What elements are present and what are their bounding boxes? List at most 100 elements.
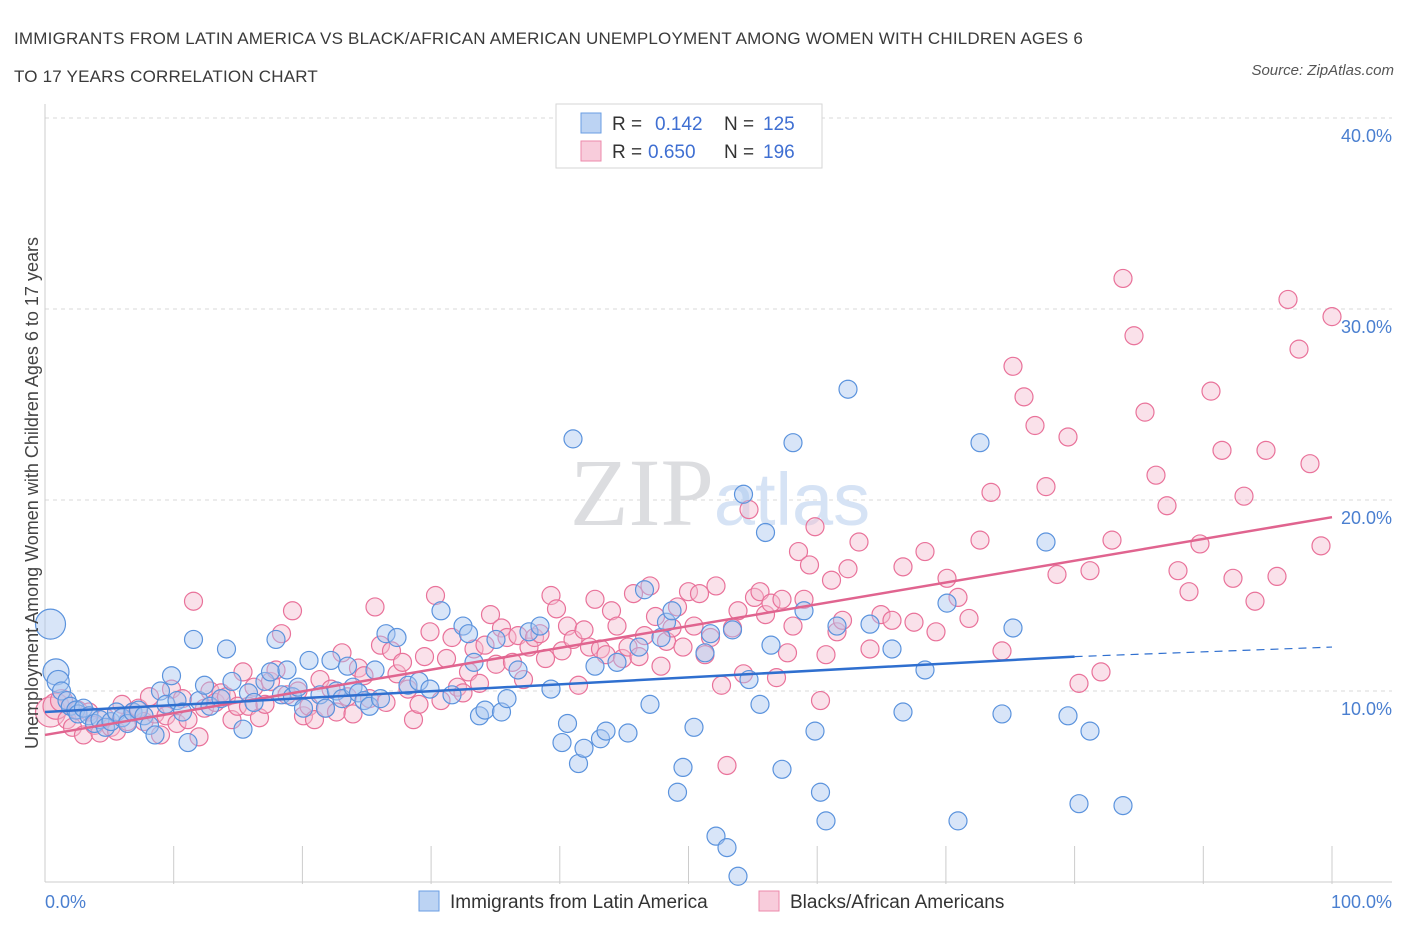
point-immigrants-latin-america: [370, 689, 391, 709]
point-blacks-african-americans: [893, 557, 913, 577]
point-immigrants-latin-america: [260, 662, 281, 682]
point-immigrants-latin-america: [656, 612, 677, 632]
point-blacks-african-americans: [293, 706, 314, 726]
point-immigrants-latin-america: [420, 679, 440, 699]
chart-title: IMMIGRANTS FROM LATIN AMERICA VS BLACK/A…: [14, 20, 1214, 96]
point-blacks-african-americans: [365, 597, 385, 617]
point-blacks-african-americans: [1201, 381, 1221, 401]
point-blacks-african-americans: [832, 610, 853, 630]
point-blacks-african-americans: [1124, 326, 1144, 346]
point-blacks-african-americans: [282, 601, 303, 621]
point-immigrants-latin-america: [733, 484, 754, 504]
point-blacks-african-americans: [904, 612, 924, 632]
trend-lines: [44, 515, 1333, 737]
point-immigrants-latin-america: [970, 433, 990, 453]
point-blacks-african-americans: [970, 530, 990, 550]
point-blacks-african-americans: [568, 675, 589, 695]
point-immigrants-latin-america: [634, 580, 655, 600]
point-immigrants-latin-america: [1069, 794, 1089, 814]
point-immigrants-latin-america: [1113, 795, 1133, 816]
point-blacks-african-americans: [1146, 465, 1166, 485]
point-blacks-african-americans: [607, 616, 627, 636]
point-immigrants-latin-america: [783, 433, 803, 453]
point-immigrants-latin-america: [574, 738, 594, 758]
point-blacks-african-americans: [233, 662, 253, 682]
point-immigrants-latin-america: [1058, 706, 1078, 726]
point-blacks-african-americans: [871, 604, 891, 625]
trend-line-blacks-african-americans: [44, 515, 1333, 737]
point-blacks-african-americans: [827, 622, 847, 642]
series-immigrants-latin-america-points: [34, 379, 1133, 886]
point-blacks-african-americans: [409, 694, 429, 714]
point-blacks-african-americans: [1322, 307, 1342, 327]
point-blacks-african-americans: [420, 622, 440, 642]
bottom-legend-swatch-blue: [418, 890, 440, 912]
point-immigrants-latin-america: [194, 675, 215, 695]
point-immigrants-latin-america: [893, 702, 913, 722]
point-immigrants-latin-america: [827, 616, 847, 636]
point-blacks-african-americans: [1168, 561, 1188, 581]
legend-r-label-1: R =: [612, 114, 642, 135]
point-blacks-african-americans: [414, 647, 435, 667]
point-immigrants-latin-america: [376, 624, 396, 644]
point-blacks-african-americans: [739, 499, 759, 520]
y-tick-label: 40.0%: [1341, 126, 1392, 146]
point-blacks-african-americans: [706, 576, 726, 596]
point-immigrants-latin-america: [563, 429, 583, 449]
point-immigrants-latin-america: [233, 719, 253, 739]
point-blacks-african-americans: [1135, 402, 1155, 422]
point-blacks-african-americans: [860, 639, 880, 659]
point-blacks-african-americans: [480, 604, 501, 625]
point-immigrants-latin-america: [42, 658, 70, 686]
point-immigrants-latin-america: [46, 669, 70, 694]
source-label: Source: ZipAtlas.com: [1251, 62, 1394, 79]
point-immigrants-latin-america: [772, 759, 792, 779]
point-immigrants-latin-america: [761, 635, 781, 655]
point-blacks-african-americans: [271, 624, 292, 644]
point-immigrants-latin-america: [557, 713, 578, 734]
point-immigrants-latin-america: [618, 723, 638, 743]
point-immigrants-latin-america: [640, 694, 660, 714]
point-blacks-african-americans: [167, 713, 187, 734]
point-blacks-african-americans: [1036, 477, 1056, 497]
bottom-legend-swatch-pink: [758, 890, 780, 912]
point-blacks-african-americans: [810, 690, 831, 711]
point-immigrants-latin-america: [222, 671, 242, 692]
point-blacks-african-americans: [915, 541, 935, 562]
y-tick-label: 30.0%: [1341, 317, 1392, 337]
point-blacks-african-americans: [612, 648, 633, 669]
point-blacks-african-americans: [882, 610, 902, 630]
x-tick-labels: 0.0% 100.0%: [45, 892, 1392, 912]
point-immigrants-latin-america: [684, 717, 704, 737]
point-immigrants-latin-america: [315, 698, 336, 718]
point-immigrants-latin-america: [519, 622, 539, 642]
point-blacks-african-americans: [1047, 564, 1067, 585]
point-blacks-african-americans: [425, 585, 446, 606]
point-immigrants-latin-america: [475, 700, 495, 720]
point-blacks-african-americans: [1311, 536, 1331, 556]
point-blacks-african-americans: [1179, 582, 1199, 602]
point-immigrants-latin-america: [321, 650, 341, 671]
point-immigrants-latin-america: [568, 753, 589, 774]
chart-title-line-2: TO 17 YEARS CORRELATION CHART: [14, 67, 319, 86]
point-immigrants-latin-america: [948, 811, 968, 831]
point-immigrants-latin-america: [266, 629, 286, 650]
point-blacks-african-americans: [1058, 427, 1078, 447]
bottom-legend: Immigrants from Latin America Blacks/Afr…: [418, 890, 1004, 913]
point-immigrants-latin-america: [667, 782, 688, 802]
point-immigrants-latin-america: [431, 601, 451, 621]
point-blacks-african-americans: [1069, 673, 1089, 693]
point-immigrants-latin-america: [244, 692, 264, 713]
point-immigrants-latin-america: [255, 671, 275, 692]
point-blacks-african-americans: [1102, 530, 1122, 550]
point-immigrants-latin-america: [145, 725, 165, 745]
point-blacks-african-americans: [343, 704, 363, 724]
legend-swatch-pink: [580, 140, 602, 162]
point-immigrants-latin-america: [662, 601, 682, 621]
point-blacks-african-americans: [783, 616, 803, 636]
trend-line-immigrants-latin-america: [44, 655, 1075, 714]
point-blacks-african-americans: [623, 583, 644, 604]
point-immigrants-latin-america: [442, 685, 462, 705]
point-blacks-african-americans: [992, 641, 1012, 661]
point-blacks-african-americans: [838, 559, 858, 579]
